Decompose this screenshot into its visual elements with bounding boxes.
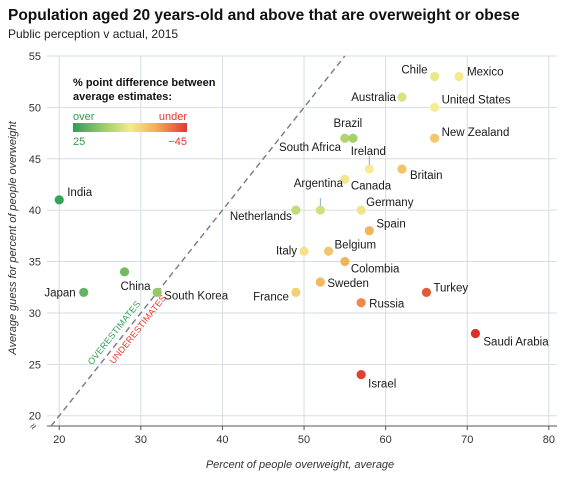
legend-under-label: under xyxy=(159,111,187,123)
legend-color-scale xyxy=(73,123,187,132)
chart-subtitle: Public perception v actual, 2015 xyxy=(8,27,178,41)
point-france xyxy=(291,287,301,297)
equality-line xyxy=(50,55,346,427)
x-tick-label: 20 xyxy=(53,434,65,446)
legend: % point difference between average estim… xyxy=(73,77,216,148)
label-canada: Canada xyxy=(351,180,392,192)
label-ireland: Ireland xyxy=(351,146,386,158)
label-britain: Britain xyxy=(410,170,443,182)
point-sweden xyxy=(315,277,325,287)
point-canada xyxy=(340,174,350,184)
x-tick-label: 30 xyxy=(135,434,147,446)
y-tick-label: 20 xyxy=(29,411,41,423)
label-russia: Russia xyxy=(369,299,405,311)
label-turkey: Turkey xyxy=(433,282,468,294)
label-belgium: Belgium xyxy=(335,239,377,251)
gridlines xyxy=(47,55,557,426)
label-mexico: Mexico xyxy=(467,67,503,79)
chart-title: Population aged 20 years-old and above t… xyxy=(8,7,520,24)
label-israel: Israel xyxy=(368,379,396,391)
point-russia xyxy=(356,298,366,308)
point-south-korea xyxy=(152,287,162,297)
x-tick-label: 40 xyxy=(216,434,228,446)
y-tick-label: 40 xyxy=(29,205,41,217)
label-sweden: Sweden xyxy=(327,278,369,290)
legend-title-line2: average estimates: xyxy=(73,91,172,103)
label-japan: Japan xyxy=(44,287,75,299)
legend-min-label: 25 xyxy=(73,136,85,148)
y-tick-label: 25 xyxy=(29,359,41,371)
x-axis-label: Percent of people overweight, average xyxy=(206,459,394,471)
label-colombia: Colombia xyxy=(351,264,400,276)
point-italy xyxy=(299,246,309,256)
label-italy: Italy xyxy=(276,245,297,257)
y-tick-label: 35 xyxy=(29,257,41,269)
x-tick-label: 60 xyxy=(380,434,392,446)
label-united-states: United States xyxy=(442,94,511,106)
point-turkey xyxy=(421,287,432,297)
point-brazil xyxy=(340,133,350,143)
label-australia: Australia xyxy=(351,92,396,104)
label-china: China xyxy=(121,281,152,293)
label-argentina: Argentina xyxy=(294,178,344,190)
legend-over-label: over xyxy=(73,111,95,123)
y-tick-label: 50 xyxy=(29,102,41,114)
label-south-korea: South Korea xyxy=(164,290,229,302)
y-tick-label: 45 xyxy=(29,154,41,166)
label-south-africa: South Africa xyxy=(279,142,342,154)
point-chile xyxy=(430,71,440,82)
point-new-zealand xyxy=(430,133,440,143)
label-chile: Chile xyxy=(401,65,427,77)
y-axis-label: Average guess for percent of people over… xyxy=(7,120,19,355)
data-points xyxy=(54,71,480,380)
label-saudi-arabia: Saudi Arabia xyxy=(483,337,549,349)
point-china xyxy=(119,267,130,277)
point-united-states xyxy=(430,102,440,112)
point-colombia xyxy=(340,256,350,267)
point-israel xyxy=(356,370,366,380)
label-france: France xyxy=(253,291,289,303)
x-tick-label: 80 xyxy=(543,434,555,446)
y-tick-label: 55 xyxy=(29,51,41,63)
label-new-zealand: New Zealand xyxy=(442,127,510,139)
x-tick-label: 50 xyxy=(298,434,310,446)
point-ireland xyxy=(364,164,374,174)
point-belgium xyxy=(323,246,334,256)
point-argentina xyxy=(315,205,325,215)
label-germany: Germany xyxy=(366,197,414,209)
y-tick-label: 30 xyxy=(29,308,41,320)
point-spain xyxy=(364,226,374,236)
label-spain: Spain xyxy=(376,219,405,231)
legend-max-label: −45 xyxy=(168,136,187,148)
point-saudi-arabia xyxy=(470,328,480,339)
point-mexico xyxy=(454,71,464,82)
point-australia xyxy=(397,92,407,102)
point-japan xyxy=(79,287,89,297)
point-netherlands xyxy=(291,205,301,215)
legend-title-line1: % point difference between xyxy=(73,77,216,89)
point-labels: India Japan China South Korea Netherlands Arg… xyxy=(44,65,549,391)
x-tick-label: 70 xyxy=(461,434,473,446)
label-netherlands: Netherlands xyxy=(230,211,292,223)
label-brazil: Brazil xyxy=(333,118,362,130)
point-india xyxy=(54,195,64,205)
point-britain xyxy=(397,164,407,174)
label-india: India xyxy=(67,187,93,199)
point-germany xyxy=(356,205,366,215)
point-south-africa xyxy=(348,133,358,143)
